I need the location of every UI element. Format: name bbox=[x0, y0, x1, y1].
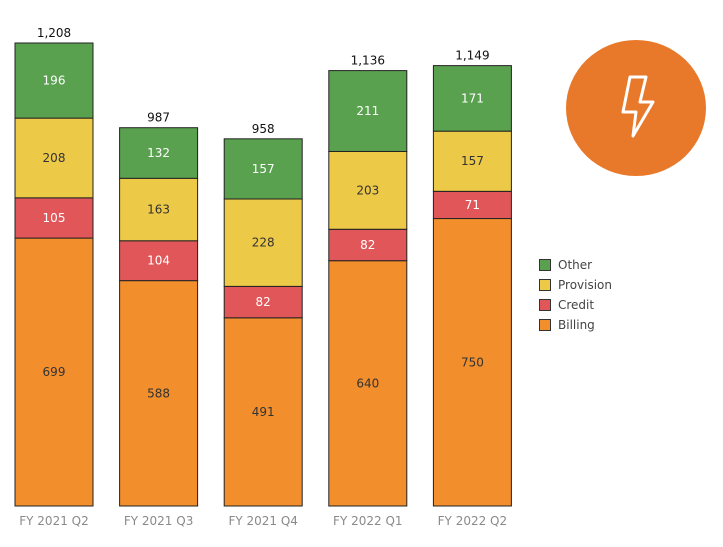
segment-value-label: 71 bbox=[465, 198, 480, 212]
bar-segment-other-1 bbox=[119, 127, 199, 179]
x-tick-label: FY 2022 Q2 bbox=[438, 514, 507, 528]
badge-circle bbox=[566, 40, 706, 176]
segment-value-label: 203 bbox=[356, 183, 379, 197]
lightning-bolt-icon bbox=[621, 75, 655, 138]
bar-segment-billing-3 bbox=[328, 260, 408, 507]
bar-segment-other-2 bbox=[223, 138, 303, 200]
legend-item-provision: Provision bbox=[539, 275, 612, 295]
legend: Other Provision Credit Billing bbox=[539, 255, 612, 335]
x-tick-label: FY 2021 Q2 bbox=[19, 514, 88, 528]
x-tick-label: FY 2021 Q3 bbox=[124, 514, 193, 528]
segment-value-label: 750 bbox=[461, 355, 484, 369]
x-tick-label: FY 2022 Q1 bbox=[333, 514, 402, 528]
legend-swatch bbox=[539, 299, 551, 311]
segment-value-label: 491 bbox=[252, 405, 275, 419]
bar-total-label: 1,149 bbox=[455, 49, 489, 63]
legend-label: Other bbox=[558, 258, 593, 272]
legend-item-credit: Credit bbox=[539, 295, 612, 315]
bar-segment-provision-0 bbox=[14, 117, 94, 199]
bar-segment-provision-1 bbox=[119, 177, 199, 242]
segment-value-label: 196 bbox=[43, 74, 66, 88]
segment-value-label: 82 bbox=[360, 238, 375, 252]
bar-segment-other-0 bbox=[14, 42, 94, 119]
segment-value-label: 105 bbox=[43, 211, 66, 225]
legend-label: Credit bbox=[558, 298, 595, 312]
segment-value-label: 132 bbox=[147, 146, 170, 160]
segment-value-label: 163 bbox=[147, 203, 170, 217]
segment-value-label: 588 bbox=[147, 386, 170, 400]
legend-swatch bbox=[539, 259, 551, 271]
segment-value-label: 171 bbox=[461, 91, 484, 105]
bar-segment-credit-1 bbox=[119, 240, 199, 282]
segment-value-label: 104 bbox=[147, 254, 170, 268]
legend-label: Provision bbox=[558, 278, 613, 292]
segment-value-label: 228 bbox=[252, 236, 275, 250]
segment-value-label: 157 bbox=[252, 162, 275, 176]
segment-value-label: 82 bbox=[256, 295, 271, 309]
x-tick-label: FY 2021 Q4 bbox=[228, 514, 297, 528]
bar-segment-other-3 bbox=[328, 70, 408, 152]
bar-total-label: 1,136 bbox=[351, 54, 385, 68]
legend-item-billing: Billing bbox=[539, 315, 612, 335]
bar-segment-billing-1 bbox=[119, 280, 199, 507]
bar-segment-provision-2 bbox=[223, 198, 303, 287]
bar-segment-billing-4 bbox=[432, 218, 512, 507]
bar-segment-credit-0 bbox=[14, 197, 94, 239]
legend-swatch bbox=[539, 279, 551, 291]
segment-value-label: 640 bbox=[356, 376, 379, 390]
legend-swatch bbox=[539, 319, 551, 331]
bar-total-label: 987 bbox=[147, 111, 170, 125]
bar-total-label: 958 bbox=[252, 122, 275, 136]
segment-value-label: 208 bbox=[43, 151, 66, 165]
segment-value-label: 157 bbox=[461, 154, 484, 168]
legend-label: Billing bbox=[558, 318, 595, 332]
bar-segment-billing-0 bbox=[14, 237, 94, 507]
bar-segment-credit-2 bbox=[223, 285, 303, 319]
segment-value-label: 211 bbox=[356, 104, 379, 118]
segment-value-label: 699 bbox=[43, 365, 66, 379]
legend-item-other: Other bbox=[539, 255, 612, 275]
bar-segment-provision-3 bbox=[328, 150, 408, 230]
bar-segment-provision-4 bbox=[432, 130, 512, 192]
bar-segment-other-4 bbox=[432, 65, 512, 132]
bar-total-label: 1,208 bbox=[37, 26, 71, 40]
bar-segment-billing-2 bbox=[223, 317, 303, 507]
